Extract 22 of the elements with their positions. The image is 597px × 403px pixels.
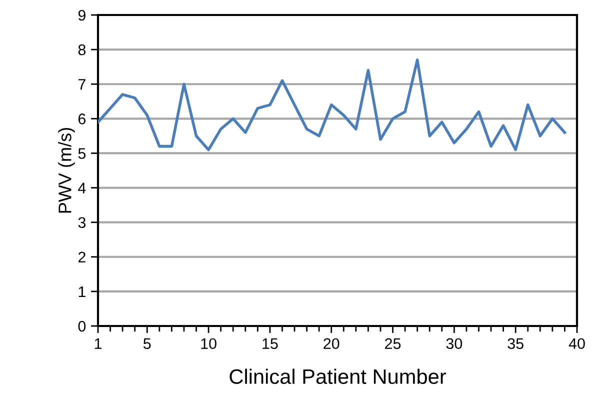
x-tick-label: 35 <box>508 338 524 350</box>
y-tick-label: 9 <box>78 10 86 21</box>
y-tick-label: 3 <box>78 217 86 228</box>
y-tick-label: 6 <box>78 114 86 124</box>
x-axis-title: Clinical Patient Number <box>230 368 446 384</box>
x-tick-label: 10 <box>201 338 216 350</box>
y-tick-label: 7 <box>78 79 86 90</box>
y-tick-label: 2 <box>78 252 86 262</box>
y-axis-title: PWV (m/s) <box>58 128 75 213</box>
y-tick-label: 5 <box>78 148 86 159</box>
x-tick-label: 20 <box>324 338 340 350</box>
x-tick-label: 15 <box>262 338 278 350</box>
x-tick-label: 1 <box>94 338 102 349</box>
line-series <box>98 58 566 152</box>
y-tick-label: 4 <box>78 182 86 194</box>
x-tick-label: 25 <box>385 338 401 350</box>
x-tick-label: 5 <box>143 338 151 350</box>
y-tick-label: 8 <box>78 44 86 56</box>
x-tick-label: 30 <box>446 338 462 350</box>
y-tick-label: 0 <box>78 320 86 332</box>
y-tick-label: 1 <box>78 286 86 297</box>
x-tick-label: 40 <box>568 338 585 350</box>
